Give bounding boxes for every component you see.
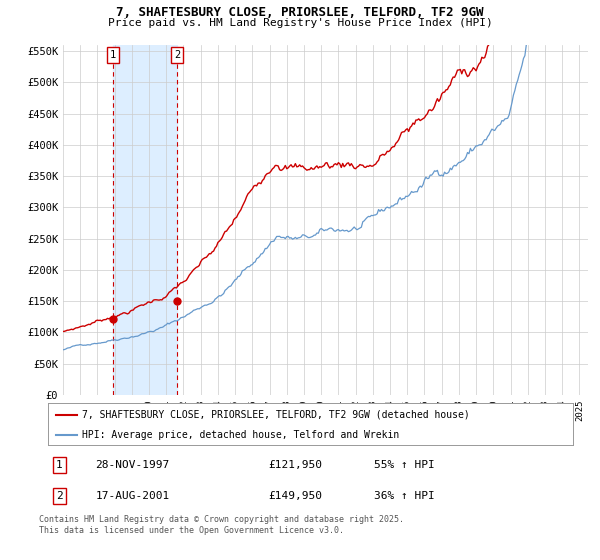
Text: 2: 2 bbox=[174, 50, 180, 60]
Text: 17-AUG-2001: 17-AUG-2001 bbox=[95, 491, 170, 501]
Text: 1: 1 bbox=[56, 460, 62, 470]
Text: 2: 2 bbox=[56, 491, 62, 501]
Text: HPI: Average price, detached house, Telford and Wrekin: HPI: Average price, detached house, Telf… bbox=[82, 430, 400, 440]
Text: 55% ↑ HPI: 55% ↑ HPI bbox=[373, 460, 434, 470]
Text: £121,950: £121,950 bbox=[269, 460, 323, 470]
Text: 1: 1 bbox=[110, 50, 116, 60]
Text: 7, SHAFTESBURY CLOSE, PRIORSLEE, TELFORD, TF2 9GW (detached house): 7, SHAFTESBURY CLOSE, PRIORSLEE, TELFORD… bbox=[82, 409, 470, 419]
Text: 7, SHAFTESBURY CLOSE, PRIORSLEE, TELFORD, TF2 9GW: 7, SHAFTESBURY CLOSE, PRIORSLEE, TELFORD… bbox=[116, 6, 484, 18]
Text: Contains HM Land Registry data © Crown copyright and database right 2025.
This d: Contains HM Land Registry data © Crown c… bbox=[39, 515, 404, 535]
Text: Price paid vs. HM Land Registry's House Price Index (HPI): Price paid vs. HM Land Registry's House … bbox=[107, 18, 493, 28]
Bar bbox=[113, 45, 177, 395]
Text: 28-NOV-1997: 28-NOV-1997 bbox=[95, 460, 170, 470]
Text: £149,950: £149,950 bbox=[269, 491, 323, 501]
Text: 36% ↑ HPI: 36% ↑ HPI bbox=[373, 491, 434, 501]
